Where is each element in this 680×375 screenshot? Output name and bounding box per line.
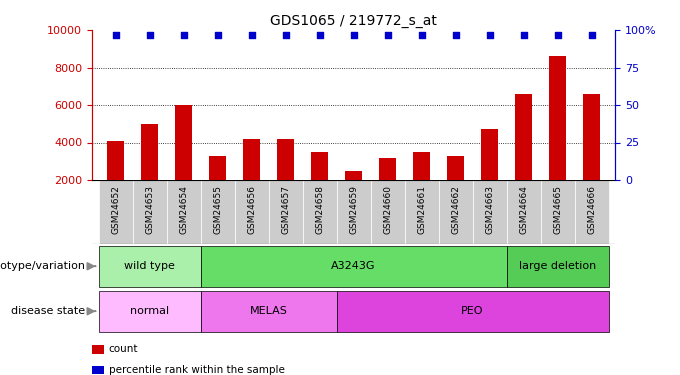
Text: GSM24666: GSM24666 (587, 185, 596, 234)
Point (144, 32, 155, 38)
Bar (337, 291, 609, 332)
Text: count: count (109, 345, 138, 354)
Text: normal: normal (130, 306, 169, 316)
Point (586, 32, 597, 38)
Point (212, 32, 223, 38)
Bar (575, 180, 609, 244)
Point (484, 32, 495, 38)
Text: GSM24661: GSM24661 (417, 185, 426, 234)
Text: GSM24656: GSM24656 (247, 185, 256, 234)
Bar (243, 139, 260, 180)
Bar (201, 180, 235, 244)
Text: GSM24663: GSM24663 (485, 185, 494, 234)
Bar (303, 180, 337, 244)
Point (348, 32, 359, 38)
Bar (583, 94, 600, 180)
Bar (133, 180, 167, 244)
Point (518, 32, 529, 38)
Text: GSM24662: GSM24662 (451, 185, 460, 234)
Bar (99, 180, 133, 244)
Bar (167, 180, 201, 244)
Point (552, 32, 563, 38)
Bar (107, 141, 124, 180)
Bar (439, 180, 473, 244)
Bar (507, 180, 541, 244)
Bar (345, 171, 362, 180)
Text: large deletion: large deletion (519, 261, 596, 271)
Bar (379, 158, 396, 180)
Text: GSM24664: GSM24664 (519, 185, 528, 234)
Point (450, 32, 461, 38)
Point (416, 32, 427, 38)
Bar (507, 246, 609, 286)
Bar (473, 180, 507, 244)
Bar (515, 94, 532, 180)
Bar (371, 180, 405, 244)
Title: GDS1065 / 219772_s_at: GDS1065 / 219772_s_at (270, 13, 437, 28)
Bar (141, 124, 158, 180)
Bar (201, 246, 507, 286)
Text: GSM24654: GSM24654 (179, 185, 188, 234)
Point (314, 32, 325, 38)
Bar (413, 152, 430, 180)
Text: PEO: PEO (461, 306, 484, 316)
Text: MELAS: MELAS (250, 306, 288, 316)
Bar (277, 139, 294, 180)
Text: GSM24665: GSM24665 (553, 185, 562, 234)
Bar (99, 291, 201, 332)
Text: GSM24659: GSM24659 (349, 185, 358, 234)
Text: GSM24653: GSM24653 (145, 185, 154, 234)
Bar (235, 180, 269, 244)
Bar (269, 180, 303, 244)
Text: wild type: wild type (124, 261, 175, 271)
Bar (209, 156, 226, 180)
Text: disease state: disease state (11, 306, 85, 316)
Bar (481, 129, 498, 180)
Bar (175, 105, 192, 180)
Text: genotype/variation: genotype/variation (0, 261, 85, 271)
Text: GSM24657: GSM24657 (281, 185, 290, 234)
Point (246, 32, 257, 38)
Bar (99, 246, 201, 286)
Point (110, 32, 121, 38)
Bar (337, 180, 371, 244)
Bar (405, 180, 439, 244)
Point (382, 32, 393, 38)
Text: GSM24655: GSM24655 (213, 185, 222, 234)
Text: A3243G: A3243G (331, 261, 376, 271)
Text: GSM24660: GSM24660 (383, 185, 392, 234)
Bar (447, 156, 464, 180)
Bar (311, 152, 328, 180)
Text: GSM24658: GSM24658 (315, 185, 324, 234)
Point (178, 32, 189, 38)
Bar (549, 56, 566, 180)
Point (280, 32, 291, 38)
Bar (201, 291, 337, 332)
Text: percentile rank within the sample: percentile rank within the sample (109, 365, 285, 375)
Bar (541, 180, 575, 244)
Text: GSM24652: GSM24652 (111, 185, 120, 234)
